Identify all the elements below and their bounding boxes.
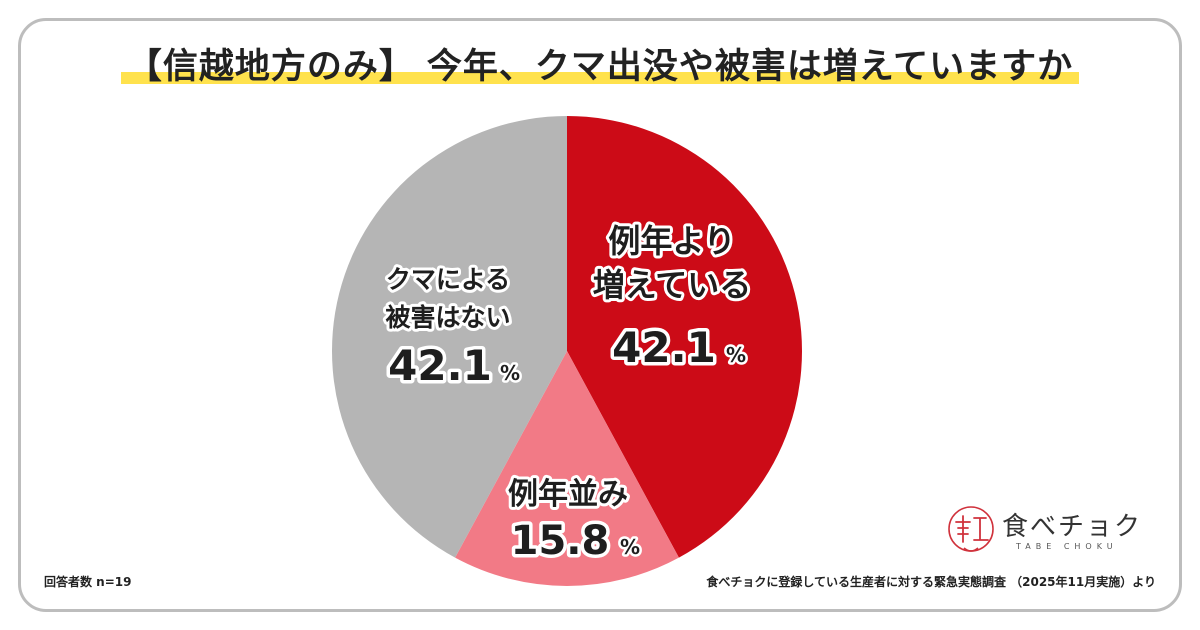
pie-slice-1 (455, 351, 679, 586)
slice-label-2-line-0: クマによる (386, 265, 510, 294)
chart-title: 【信越地方のみ】 今年、クマ出没や被害は増えていますか (0, 38, 1200, 89)
slice-label-1-line-0: 例年並み (508, 477, 628, 512)
pie-slice-0 (567, 116, 802, 558)
slice-value-0: 42.1 (612, 323, 716, 372)
slice-label-0-line-1: 増えている (593, 266, 751, 304)
slice-unit-1: % (620, 535, 640, 559)
slice-label-0-line-0: 例年より (608, 222, 735, 260)
logo-subtext: TABE CHOKU (1016, 542, 1118, 551)
slice-unit-0: % (726, 343, 746, 367)
taberu-chokusetsu-logo-icon (948, 506, 994, 552)
slice-unit-2: % (500, 361, 520, 385)
title-prefix: 【信越地方のみ】 (120, 47, 421, 87)
slice-value-2: 42.1 (388, 341, 492, 390)
respondent-count: 回答者数 n=19 (44, 575, 132, 589)
slice-label-2-line-1: 被害はない (385, 303, 510, 332)
title-main: 今年、クマ出没や被害は増えていますか (420, 47, 1080, 87)
pie-slice-2 (331, 116, 567, 558)
brand-logo: 食べチョク TABE CHOKU (942, 500, 1142, 560)
slice-value-1: 15.8 (511, 518, 610, 564)
source-note: 食べチョクに登録している生産者に対する緊急実態調査 （2025年11月実施）より (706, 575, 1156, 589)
logo-text: 食べチョク (1002, 512, 1143, 542)
